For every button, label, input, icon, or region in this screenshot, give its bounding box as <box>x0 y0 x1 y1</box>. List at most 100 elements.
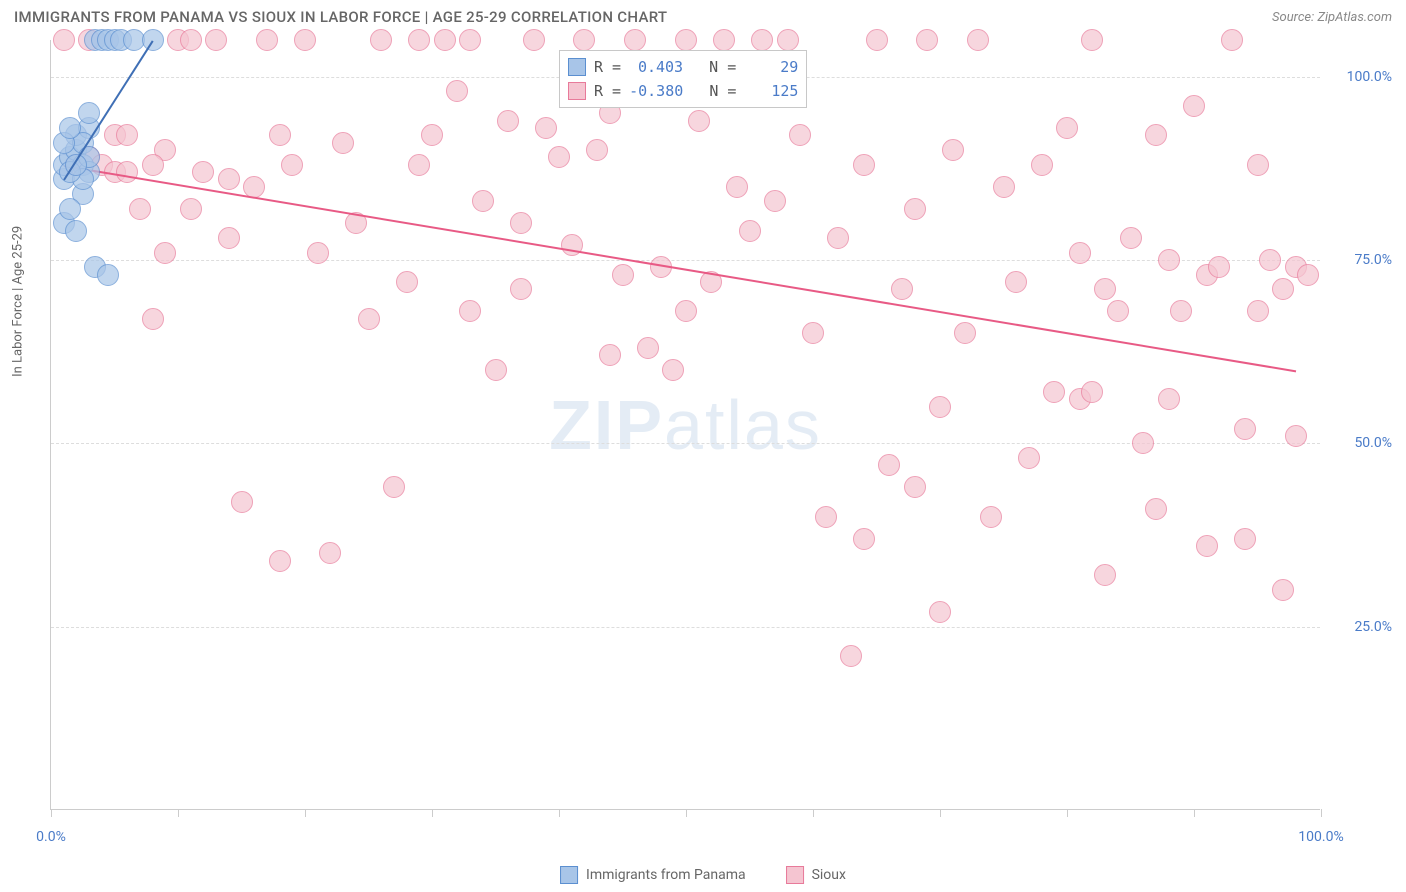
watermark-bold: ZIP <box>549 386 664 464</box>
x-tick <box>432 809 433 817</box>
legend-swatch <box>560 866 578 884</box>
data-point <box>1297 264 1319 286</box>
legend-swatch <box>786 866 804 884</box>
y-tick-label: 50.0% <box>1354 435 1392 451</box>
stats-row: R =0.403 N =29 <box>568 55 798 79</box>
stats-legend: R =0.403 N =29R =-0.380 N =125 <box>559 50 807 108</box>
n-label: N = <box>691 82 736 100</box>
data-point <box>1272 579 1294 601</box>
header: IMMIGRANTS FROM PANAMA VS SIOUX IN LABOR… <box>0 0 1406 32</box>
n-value: 125 <box>744 82 798 100</box>
data-point <box>1247 154 1269 176</box>
data-point <box>59 117 81 139</box>
data-point <box>853 528 875 550</box>
data-point <box>396 271 418 293</box>
x-tick <box>178 809 179 817</box>
data-point <box>789 124 811 146</box>
gridline <box>51 443 1320 444</box>
data-point <box>142 308 164 330</box>
data-point <box>1145 498 1167 520</box>
y-tick-label: 75.0% <box>1354 252 1392 268</box>
data-point <box>205 29 227 51</box>
data-point <box>954 322 976 344</box>
data-point <box>1120 227 1142 249</box>
data-point <box>408 154 430 176</box>
source-value: ZipAtlas.com <box>1317 10 1392 25</box>
legend-item: Sioux <box>786 866 846 884</box>
data-point <box>764 190 786 212</box>
data-point <box>269 550 291 572</box>
data-point <box>59 198 81 220</box>
data-point <box>904 198 926 220</box>
gridline <box>51 627 1320 628</box>
data-point <box>827 227 849 249</box>
data-point <box>307 242 329 264</box>
data-point <box>599 344 621 366</box>
x-tick <box>1194 809 1195 817</box>
data-point <box>891 278 913 300</box>
data-point <box>319 542 341 564</box>
data-point <box>1132 432 1154 454</box>
data-point <box>993 176 1015 198</box>
legend-label: Immigrants from Panama <box>586 867 746 883</box>
data-point <box>53 29 75 51</box>
data-point <box>980 506 1002 528</box>
data-point <box>180 29 202 51</box>
data-point <box>116 124 138 146</box>
data-point <box>1069 242 1091 264</box>
data-point <box>1259 249 1281 271</box>
data-point <box>459 29 481 51</box>
data-point <box>929 601 951 623</box>
data-point <box>78 102 100 124</box>
y-axis-title: In Labor Force | Age 25-29 <box>11 226 26 377</box>
data-point <box>370 29 392 51</box>
data-point <box>97 264 119 286</box>
data-point <box>281 154 303 176</box>
legend-item: Immigrants from Panama <box>560 866 746 884</box>
x-tick <box>940 809 941 817</box>
watermark-light: atlas <box>664 386 822 464</box>
data-point <box>129 198 151 220</box>
data-point <box>383 476 405 498</box>
data-point <box>231 491 253 513</box>
data-point <box>510 278 532 300</box>
watermark: ZIPatlas <box>549 385 822 465</box>
data-point <box>434 29 456 51</box>
r-label: R = <box>594 82 621 100</box>
data-point <box>586 139 608 161</box>
y-tick-label: 25.0% <box>1354 619 1392 635</box>
data-point <box>1234 418 1256 440</box>
data-point <box>802 322 824 344</box>
data-point <box>1183 95 1205 117</box>
data-point <box>1056 117 1078 139</box>
data-point <box>510 212 532 234</box>
data-point <box>523 29 545 51</box>
data-point <box>459 300 481 322</box>
data-point <box>294 29 316 51</box>
data-point <box>332 132 354 154</box>
data-point <box>485 359 507 381</box>
data-point <box>218 227 240 249</box>
x-tick <box>1321 809 1322 817</box>
chart-container: In Labor Force | Age 25-29 ZIPatlas 25.0… <box>40 40 1390 850</box>
gridline <box>51 260 1320 261</box>
data-point <box>751 29 773 51</box>
data-point <box>878 454 900 476</box>
data-point <box>1081 29 1103 51</box>
data-point <box>1018 447 1040 469</box>
stats-row: R =-0.380 N =125 <box>568 79 798 103</box>
data-point <box>866 29 888 51</box>
data-point <box>688 110 710 132</box>
data-point <box>1158 388 1180 410</box>
data-point <box>942 139 964 161</box>
x-tick-label: 100.0% <box>1298 829 1343 845</box>
data-point <box>1094 278 1116 300</box>
x-tick <box>813 809 814 817</box>
trend-line <box>64 165 1296 372</box>
data-point <box>1285 425 1307 447</box>
data-point <box>256 29 278 51</box>
data-point <box>1005 271 1027 293</box>
n-label: N = <box>691 58 736 76</box>
data-point <box>65 220 87 242</box>
data-point <box>916 29 938 51</box>
